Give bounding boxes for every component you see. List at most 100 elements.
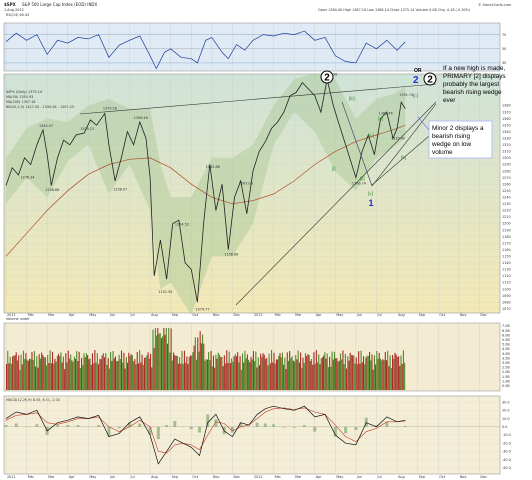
price-tick-label: 1070	[502, 307, 511, 311]
volume-bar	[128, 352, 130, 390]
volume-bar	[398, 356, 400, 390]
minor-wedge-upper	[371, 103, 437, 187]
x-axis-label: Oct	[192, 475, 199, 479]
volume-bar	[165, 328, 167, 390]
minor-note-line-2: bearish rising	[432, 133, 470, 140]
price-tick-label: 1340	[502, 130, 511, 134]
volume-bar	[154, 328, 156, 390]
volume-bar	[295, 355, 297, 390]
price-tick-label: 1080	[502, 300, 511, 304]
volume-bar	[130, 354, 132, 390]
price-line	[5, 79, 406, 303]
price-value-label: 1158.66	[224, 253, 238, 257]
volume-bar	[24, 359, 26, 390]
wave-v: [v]	[368, 191, 373, 196]
volume-bar	[389, 355, 391, 390]
volume-bar	[349, 352, 351, 390]
volume-bar	[182, 363, 184, 390]
volume-bar	[404, 362, 406, 390]
volume-bar	[401, 363, 403, 390]
macd-histogram-bar	[148, 426, 152, 435]
volume-bar	[134, 359, 136, 390]
volume-bar	[241, 353, 244, 390]
volume-bar	[306, 355, 308, 390]
volume-bar	[112, 351, 114, 390]
volume-bar	[133, 361, 135, 390]
price-value-label: 1101.54	[158, 290, 172, 294]
volume-bar	[286, 352, 288, 390]
volume-bar	[285, 369, 287, 390]
chart-header: $SPX S&P 500 Large Cap Index (EOD) INDX …	[4, 2, 512, 12]
volume-bar	[393, 358, 395, 390]
wave-c: [c]	[413, 93, 418, 98]
price-value-label: 1074.77	[195, 308, 209, 312]
price-tick-label: 1130	[502, 268, 511, 272]
x-axis-label: Feb	[28, 313, 34, 317]
macd-tick-label: -10.0	[502, 433, 511, 437]
wave-i: [i]	[332, 166, 336, 171]
volume-bar	[50, 363, 52, 390]
price-legend: $SPX (Daily) 1375.14 MA(50) 1355.93 MA(2…	[6, 90, 74, 109]
volume-bar	[284, 357, 286, 390]
wave-labels: 2 OR 2 2 1 [iii] [i] [ii] [iv] [v] [a] […	[320, 68, 437, 208]
volume-bar	[140, 362, 142, 390]
volume-bar	[9, 356, 11, 390]
x-axis-label: Apr	[316, 313, 322, 317]
circle-2-right-text: 2	[427, 75, 433, 86]
price-value-label: 1267.06	[239, 182, 253, 186]
volume-bar	[209, 360, 211, 390]
volume-bar	[102, 353, 104, 390]
volume-bar	[28, 358, 31, 390]
macd-tick-label: 30.0	[502, 400, 510, 404]
volume-bar	[249, 362, 251, 390]
volume-bar	[163, 328, 165, 390]
x-axis-label: May	[89, 313, 96, 317]
volume-bar	[370, 360, 372, 390]
volume-bar	[384, 352, 386, 390]
price-tick-label: 1230	[502, 202, 511, 206]
ma200-line	[5, 124, 406, 257]
volume-bar	[83, 353, 85, 390]
volume-bar	[183, 350, 185, 390]
macd-histogram-bar	[313, 426, 317, 432]
x-axis-label: Sep	[419, 475, 425, 479]
price-tick-label: 1160	[502, 248, 511, 252]
volume-bar	[271, 350, 273, 390]
macd-histogram-bar	[117, 426, 121, 429]
grid-lines	[4, 23, 500, 474]
volume-bar	[347, 356, 349, 390]
x-axis-label: Sep	[172, 475, 178, 479]
volume-bar	[279, 352, 281, 390]
minor-annotation: Minor 2 displays a bearish rising wedge …	[417, 116, 493, 159]
volume-bar	[171, 360, 173, 390]
volume-tick-label: 5.5B	[502, 338, 510, 342]
volume-bar	[252, 351, 254, 390]
volume-bar	[210, 350, 212, 390]
volume-bar	[95, 362, 97, 390]
x-axis-label: Jun	[109, 475, 115, 479]
x-axis-label: Mar	[295, 313, 302, 317]
price-series-group: 1276.34 1344.07 1256.88 1339.22 1370.58 1258.…	[5, 73, 413, 312]
volume-bar	[169, 352, 171, 390]
volume-bar	[246, 354, 248, 390]
x-axis-label: Jun	[356, 313, 362, 317]
macd-histogram-bar	[97, 425, 101, 427]
volume-bar	[113, 358, 115, 390]
volume-bar	[396, 356, 398, 390]
volume-bar	[139, 350, 141, 390]
x-axis-label: Oct	[439, 475, 446, 479]
price-tick-label: 1210	[502, 215, 511, 219]
x-axis-label: Jun	[356, 475, 362, 479]
volume-bar	[99, 358, 101, 390]
x-axis-label: Oct	[192, 313, 199, 317]
macd-histogram-bar	[263, 423, 267, 427]
rsi-tick-label: 70	[502, 33, 506, 37]
x-axis-label: Jul	[130, 313, 135, 317]
macd-histogram-bar	[156, 426, 160, 440]
volume-bar	[208, 351, 210, 390]
volume-bar	[136, 352, 138, 390]
volume-bar	[147, 352, 149, 390]
macd-histogram-bar	[230, 426, 234, 433]
volume-bar	[289, 351, 291, 390]
price-tick-label: 1200	[502, 222, 511, 226]
